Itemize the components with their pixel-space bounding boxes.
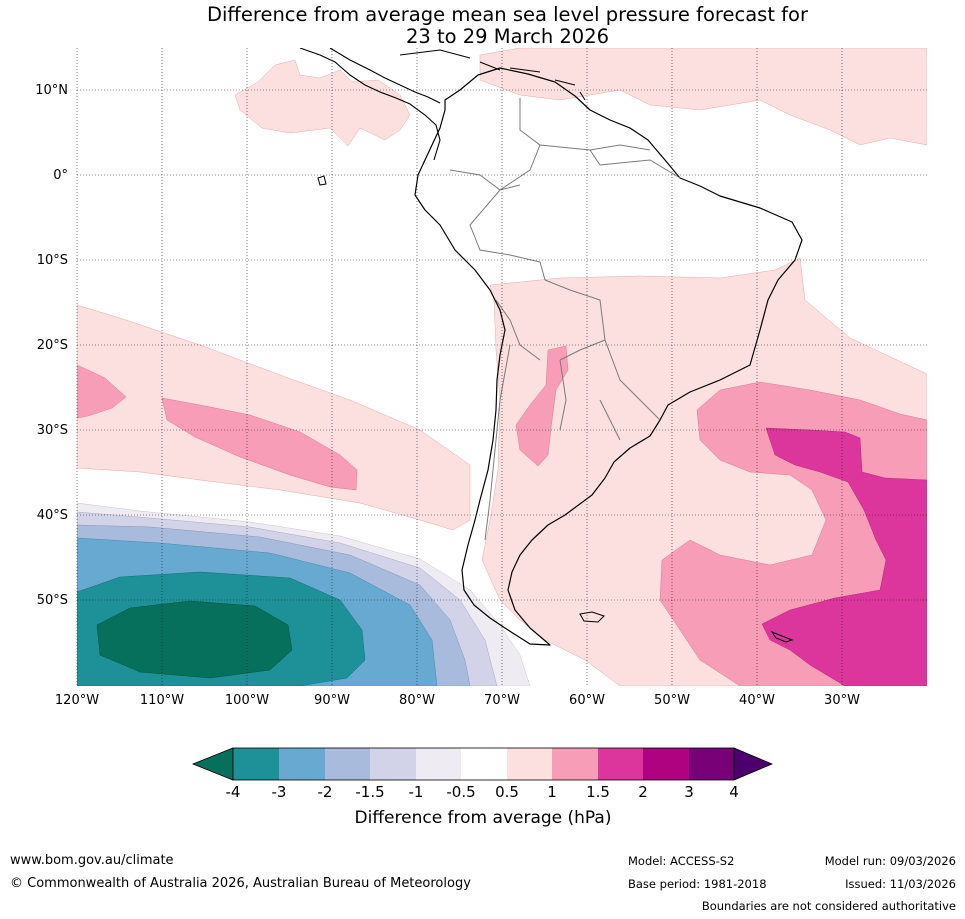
lat-label: 0° bbox=[53, 168, 68, 183]
anomaly-region-plus-1-west-edge bbox=[77, 364, 127, 419]
lon-label: 120°W bbox=[54, 693, 100, 708]
colorbar-swatch bbox=[507, 748, 552, 780]
colorbar-swatch bbox=[325, 748, 370, 780]
lon-label: 40°W bbox=[739, 693, 775, 708]
colorbar-tick-label: 0.5 bbox=[495, 783, 519, 801]
falkland-islands bbox=[579, 611, 605, 623]
lon-label: 70°W bbox=[484, 693, 520, 708]
south-america-coastline bbox=[414, 67, 803, 646]
colorbar-title: Difference from average (hPa) bbox=[354, 808, 612, 828]
lon-label: 100°W bbox=[224, 693, 270, 708]
anomaly-region-minus-4 bbox=[96, 600, 293, 679]
colorbar-swatch bbox=[370, 748, 416, 780]
colorbar-swatch bbox=[689, 748, 734, 780]
title-line-1: Difference from average mean sea level p… bbox=[207, 3, 808, 26]
lat-label: 40°S bbox=[36, 508, 68, 523]
south-georgia-island bbox=[770, 630, 794, 643]
colorbar-swatch bbox=[461, 748, 507, 780]
colorbar-swatch bbox=[233, 748, 279, 780]
anomaly-region-plus-1-pacific-streak bbox=[161, 397, 358, 491]
lon-label: 50°W bbox=[654, 693, 690, 708]
lon-label: 80°W bbox=[399, 693, 435, 708]
colorbar-swatch bbox=[598, 748, 643, 780]
colorbar-swatch bbox=[552, 748, 598, 780]
lon-label: 110°W bbox=[139, 693, 185, 708]
boundaries-disclaimer: Boundaries are not considered authoritat… bbox=[701, 899, 956, 913]
anomaly-region-plus-0.5-north-east bbox=[479, 48, 927, 146]
colorbar-tick-label: -1 bbox=[408, 783, 424, 801]
lon-label: 60°W bbox=[569, 693, 605, 708]
model-name: Model: ACCESS-S2 bbox=[628, 854, 735, 868]
colorbar-tick-label: 1.5 bbox=[586, 783, 610, 801]
colorbar-tick-label: 4 bbox=[729, 783, 739, 801]
anomaly-region-plus-0.5-pacific bbox=[77, 304, 471, 531]
colorbar-swatch bbox=[279, 748, 325, 780]
colorbar-tick-label: 3 bbox=[684, 783, 694, 801]
issued-date: Issued: 11/03/2026 bbox=[845, 877, 956, 891]
colorbar-tick-label: 2 bbox=[638, 783, 648, 801]
colorbar-tick-label: 1 bbox=[547, 783, 557, 801]
colorbar-tick-label: -4 bbox=[225, 783, 241, 801]
colorbar-tick-label: -3 bbox=[271, 783, 287, 801]
lat-label: 10°S bbox=[36, 253, 68, 268]
model-run-date: Model run: 09/03/2026 bbox=[824, 854, 956, 868]
lat-label: 50°S bbox=[36, 593, 68, 608]
graticule bbox=[76, 48, 927, 686]
colorbar-tick-label: -2 bbox=[317, 783, 333, 801]
caribbean-islands bbox=[399, 49, 586, 101]
base-period: Base period: 1981-2018 bbox=[628, 877, 767, 891]
central-america-coastline bbox=[299, 48, 441, 161]
country-borders bbox=[449, 98, 681, 541]
chart-title: Difference from average mean sea level p… bbox=[100, 4, 915, 48]
lon-label: 90°W bbox=[314, 693, 350, 708]
lat-label: 30°S bbox=[36, 423, 68, 438]
colorbar-extend-low bbox=[191, 747, 234, 781]
colorbar-tick-label: -1.5 bbox=[355, 783, 385, 801]
lon-label: 30°W bbox=[824, 693, 860, 708]
anomaly-region-plus-1-argentina bbox=[515, 345, 569, 467]
colorbar-swatch bbox=[416, 748, 461, 780]
lat-label: 10°N bbox=[35, 83, 68, 98]
galapagos-islands bbox=[317, 175, 327, 186]
copyright-text: © Commonwealth of Australia 2026, Austra… bbox=[10, 876, 471, 891]
colorbar-frame bbox=[232, 747, 735, 781]
anomaly-region-plus-0.5-north-west bbox=[234, 59, 411, 147]
anomaly-region-plus-1.5-atlantic bbox=[761, 427, 927, 686]
colorbar bbox=[191, 747, 774, 781]
colorbar-extend-high bbox=[733, 747, 774, 781]
title-line-2: 23 to 29 March 2026 bbox=[405, 25, 610, 48]
colorbar-tick-label: -0.5 bbox=[446, 783, 476, 801]
lat-label: 20°S bbox=[36, 338, 68, 353]
website-link[interactable]: www.bom.gov.au/climate bbox=[10, 853, 174, 868]
colorbar-swatch bbox=[643, 748, 689, 780]
